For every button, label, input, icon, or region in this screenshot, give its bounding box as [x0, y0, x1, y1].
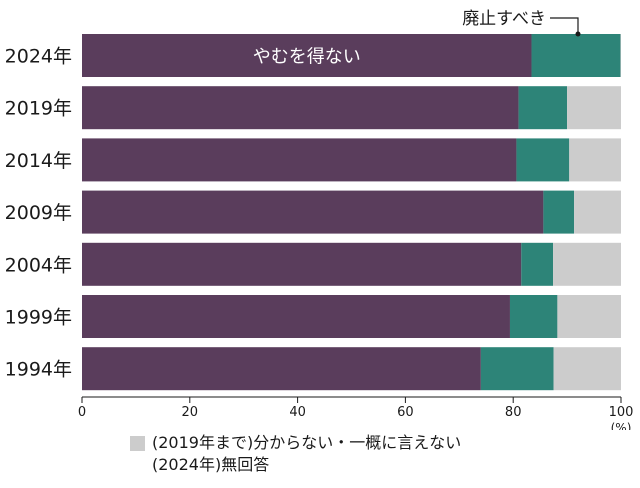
bar-1994-series-0 [82, 347, 481, 391]
bar-1999-series-2 [557, 295, 621, 338]
bar-2024-series-0 [82, 34, 532, 77]
x-tick-label-0: 0 [78, 405, 86, 420]
stacked-bar-chart: 2024年 2019年 2014年 2009年 2004年 1999年 1994年 0 20 4… [5, 9, 634, 430]
bar-2009-series-2 [574, 190, 621, 234]
x-tick-label-40: 40 [289, 405, 306, 420]
bar-2019-series-0 [82, 86, 519, 130]
bar-2009-series-0 [82, 190, 544, 234]
callout-leader-dot [575, 31, 581, 37]
y-label-2024: 2024年 [5, 46, 72, 68]
x-tick-label-60: 60 [397, 405, 414, 420]
y-label-2014: 2014年 [5, 150, 72, 172]
legend-line-1: (2019年まで)分からない・一概に言えない [152, 433, 462, 452]
x-tick-label-100: 100 [609, 405, 634, 420]
bars-group [82, 34, 621, 391]
x-tick-label-80: 80 [505, 405, 522, 420]
legend-text: (2019年まで)分からない・一概に言えない (2024年)無回答 [152, 432, 461, 476]
bar-2019-series-1 [518, 86, 568, 130]
bar-2019-series-2 [567, 86, 621, 130]
bar-2004-series-0 [82, 242, 522, 286]
bar-2004-series-1 [521, 242, 554, 286]
bar-2004-series-2 [553, 242, 621, 286]
bar-2024-series-1 [531, 34, 621, 77]
x-unit-label: (%) [611, 421, 632, 430]
bar-1994-series-1 [480, 347, 554, 391]
y-label-2009: 2009年 [5, 202, 72, 224]
bar-2014-series-2 [569, 138, 621, 182]
y-label-1999: 1999年 [5, 307, 72, 329]
x-tick-label-20: 20 [182, 405, 199, 420]
bar-2024-series-2 [620, 34, 621, 77]
inside-label-yamuwoenai: やむを得ない [253, 47, 361, 68]
callout-leader-line [550, 17, 579, 34]
y-label-1994: 1994年 [5, 359, 72, 381]
bar-1994-series-2 [553, 347, 621, 391]
bar-2014-series-0 [82, 138, 517, 182]
bar-1999-series-1 [509, 295, 558, 338]
callout-haishisubeki: 廃止すべき [462, 9, 546, 29]
bar-1999-series-0 [82, 295, 510, 338]
y-label-2019: 2019年 [5, 98, 72, 120]
x-axis: 0 20 40 60 80 100(%) [78, 396, 634, 430]
annotations: やむを得ない 廃止すべき [253, 9, 581, 68]
y-label-2004: 2004年 [5, 254, 72, 276]
bar-2009-series-1 [543, 190, 575, 234]
legend-swatch-unknown [130, 436, 145, 451]
y-axis-labels: 2024年 2019年 2014年 2009年 2004年 1999年 1994年 [5, 46, 72, 381]
legend-line-2: (2024年)無回答 [152, 455, 270, 474]
bar-2014-series-1 [516, 138, 570, 182]
